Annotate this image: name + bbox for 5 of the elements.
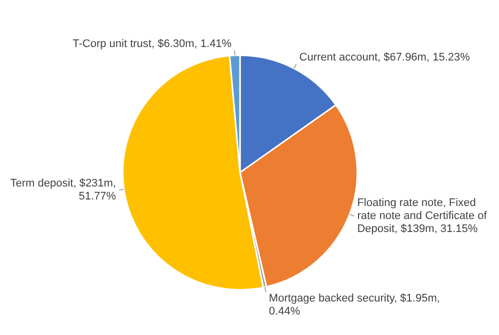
slice-label: Term deposit, $231m, 51.77%	[10, 178, 116, 203]
slice-label: Mortgage backed security, $1.95m, 0.44%	[268, 292, 440, 318]
slice-label: Current account, $67.96m, 15.23%	[299, 52, 470, 64]
slice-label: T-Corp unit trust, $6.30m, 1.41%	[72, 38, 232, 50]
slice-label: Floating rate note, Fixed rate note and Certificate of Deposit, $139m, 31.15%	[357, 197, 488, 236]
